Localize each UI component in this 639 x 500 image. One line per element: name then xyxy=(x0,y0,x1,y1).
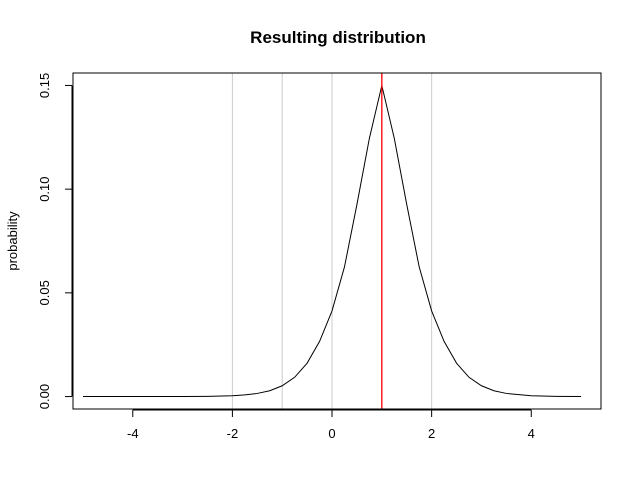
y-tick-label: 0.10 xyxy=(37,176,52,201)
density-curve xyxy=(82,85,582,398)
y-tick-label: 0.05 xyxy=(37,280,52,305)
x-tick-label: 2 xyxy=(428,426,435,441)
y-axis: 0.00 0.05 0.10 0.15 xyxy=(37,73,73,409)
y-axis-label: probability xyxy=(5,211,20,271)
series-layer xyxy=(82,85,582,398)
x-axis: -4 -2 0 2 4 xyxy=(127,409,535,441)
grid-lines xyxy=(231,73,433,409)
plot-frame xyxy=(72,72,602,410)
x-tick-label: 4 xyxy=(528,426,535,441)
x-tick-label: -2 xyxy=(227,426,239,441)
y-tick-label: 0.00 xyxy=(37,384,52,409)
x-tick-label: -4 xyxy=(127,426,139,441)
x-tick-label: 0 xyxy=(328,426,335,441)
chart-title: Resulting distribution xyxy=(250,28,426,47)
y-tick-label: 0.15 xyxy=(37,73,52,98)
